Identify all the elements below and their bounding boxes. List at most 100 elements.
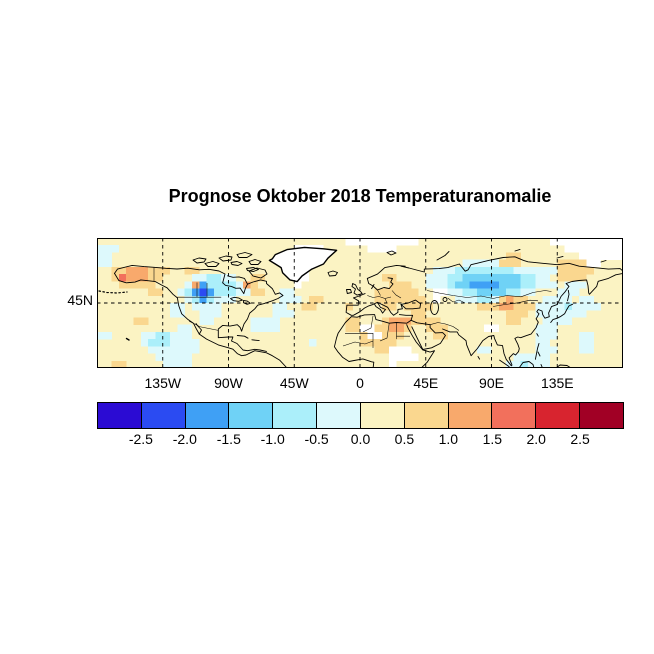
anomaly-cell: [542, 266, 551, 275]
anomaly-cell: [367, 238, 375, 246]
map-plot: [97, 238, 623, 368]
anomaly-cell: [206, 317, 215, 325]
anomaly-cell: [367, 245, 375, 253]
anomaly-cell: [199, 303, 207, 311]
anomaly-cell: [579, 295, 587, 304]
anomaly-cell: [221, 288, 229, 296]
x-axis-tick-label: 45E: [413, 375, 439, 391]
anomaly-cell: [498, 295, 507, 304]
anomaly-cell: [513, 252, 521, 260]
anomaly-cell: [593, 245, 602, 253]
anomaly-cell: [170, 303, 178, 311]
anomaly-cell: [557, 317, 565, 325]
anomaly-cell: [345, 317, 353, 325]
anomaly-cell: [97, 252, 105, 260]
anomaly-cell: [593, 303, 602, 311]
anomaly-cell: [148, 274, 156, 282]
x-axis-tick-label: 90E: [479, 375, 504, 391]
world-coastlines: [98, 246, 623, 368]
anomaly-cell: [170, 339, 178, 347]
anomaly-cell: [177, 288, 185, 296]
anomaly-cell: [513, 295, 521, 304]
anomaly-cell: [462, 288, 470, 296]
anomaly-cell: [586, 339, 594, 347]
anomaly-cell: [535, 324, 543, 333]
coast-asia: [442, 272, 623, 367]
anomaly-cell: [345, 303, 353, 311]
anomaly-cell: [571, 288, 580, 296]
anomaly-cell: [345, 238, 353, 246]
anomaly-cell: [513, 266, 521, 275]
anomaly-cell: [403, 295, 412, 304]
colorbar-tick-label: -1.0: [260, 431, 285, 447]
anomaly-cell: [250, 317, 258, 325]
anomaly-cell: [374, 331, 383, 340]
anomaly-cell: [381, 238, 390, 246]
anomaly-cell: [484, 346, 492, 354]
anomaly-cell: [148, 331, 156, 340]
anomaly-cell: [557, 259, 565, 268]
anomaly-cell: [498, 274, 507, 282]
anomaly-cell: [535, 274, 543, 282]
anomaly-cell: [557, 266, 565, 275]
anomaly-cell: [513, 259, 521, 268]
colorbar-segment: [316, 403, 360, 428]
anomaly-cell: [206, 288, 215, 296]
anomaly-cell: [557, 310, 565, 318]
anomaly-cell: [126, 274, 134, 282]
figure-title: Prognose Oktober 2018 Temperaturanomalie: [168, 186, 552, 206]
coast-arabia: [410, 319, 446, 350]
x-axis-tick-label: 0: [356, 375, 364, 391]
anomaly-cell: [140, 317, 149, 325]
anomaly-cell: [148, 346, 156, 354]
anomaly-cell: [491, 259, 499, 268]
anomaly-cell: [586, 346, 594, 354]
anomaly-cell: [177, 339, 185, 347]
colorbar-segment: [447, 403, 492, 428]
anomaly-cell: [411, 295, 419, 304]
anomaly-cell: [579, 303, 587, 311]
colorbar-segment: [184, 403, 229, 428]
anomaly-cell: [140, 274, 149, 282]
anomaly-cell: [491, 303, 499, 311]
anomaly-cell: [564, 274, 573, 282]
anomaly-cell: [396, 288, 404, 296]
black-sea: [400, 299, 422, 310]
great-lakes: [230, 296, 251, 305]
colorbar-tick-label: 1.0: [438, 431, 459, 447]
anomaly-cell: [506, 281, 514, 289]
anomaly-cell: [440, 266, 448, 275]
anomaly-cell: [476, 274, 485, 282]
anomaly-cell: [440, 324, 448, 333]
anomaly-cell: [374, 238, 383, 246]
anomaly-cell: [345, 324, 353, 333]
anomaly-cell: [126, 266, 134, 275]
anomaly-cell: [491, 274, 499, 282]
anomaly-cell: [155, 288, 163, 296]
anomaly-cell: [228, 281, 236, 289]
anomaly-cell: [411, 238, 419, 246]
anomaly-cell: [170, 360, 178, 368]
anomaly-cell: [199, 295, 207, 304]
anomaly-cell: [206, 281, 215, 289]
anomaly-cell: [389, 339, 397, 347]
anomaly-cell: [549, 266, 558, 275]
anomaly-cell: [155, 353, 163, 361]
anomaly-cell: [257, 317, 266, 325]
anomaly-cell: [469, 266, 478, 275]
anomaly-cell: [374, 245, 383, 253]
anomaly-cell: [286, 288, 295, 296]
anomaly-cell: [118, 266, 127, 275]
anomaly-cell: [177, 353, 185, 361]
anomaly-cell: [433, 281, 441, 289]
anomaly-cell: [403, 353, 412, 361]
anomaly-cell: [250, 288, 258, 296]
taiwan: [536, 333, 539, 337]
anomaly-cell: [571, 274, 580, 282]
anomaly-cell: [396, 346, 404, 354]
anomaly-cell: [564, 245, 573, 253]
anomaly-cell: [294, 281, 302, 289]
anomaly-cell: [586, 295, 594, 304]
anomaly-cell: [469, 295, 478, 304]
anomaly-cell: [272, 317, 280, 325]
